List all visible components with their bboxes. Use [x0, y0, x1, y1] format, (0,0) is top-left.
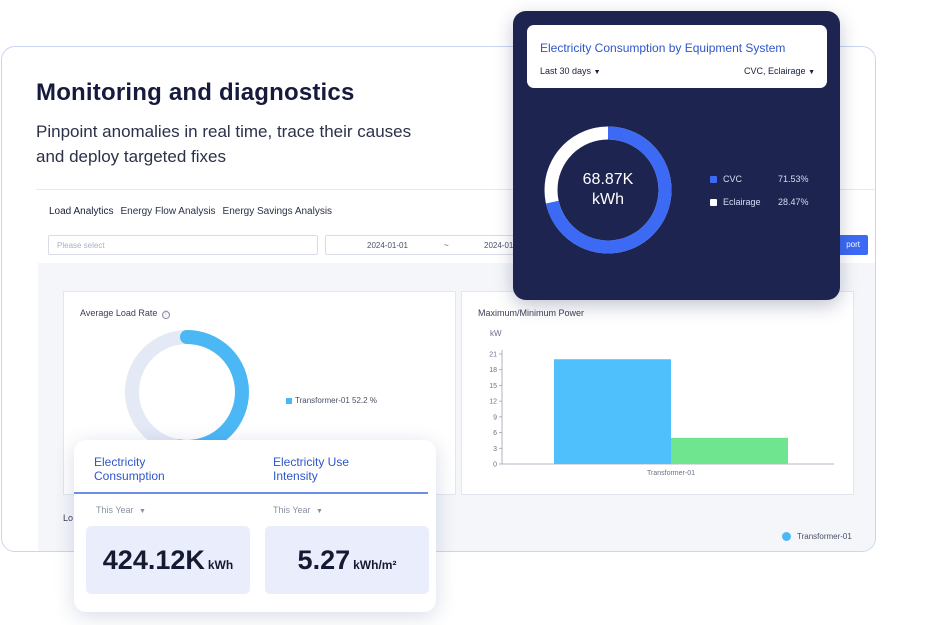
intensity-unit: kWh/m²: [353, 558, 397, 572]
intensity-number: 5.27: [297, 545, 351, 575]
consumption-value: 424.12K kWh: [86, 545, 250, 576]
max-min-power-title: Maximum/Minimum Power: [478, 308, 585, 318]
date-range-picker[interactable]: 2024-01-01 ~ 2024-01: [325, 235, 525, 255]
y-tick-label: 9: [493, 414, 497, 421]
tab-energy-savings-analysis[interactable]: Energy Savings Analysis: [222, 206, 333, 217]
donut-total: 68.87K kWh: [543, 170, 673, 210]
system-dropdown-value: CVC, Eclairage: [744, 66, 806, 76]
legend-swatch: [286, 397, 292, 404]
legend-label-cvc: CVC: [723, 174, 743, 184]
x-tick-label: Transformer-01: [647, 470, 695, 477]
equipment-donut: [544, 126, 672, 254]
legend-swatch-eclairage: [710, 198, 717, 206]
consumption-title-line2: Consumption: [94, 469, 165, 483]
average-load-title-text: Average Load Rate: [80, 308, 158, 318]
y-tick-label: 0: [493, 462, 497, 469]
consumption-unit: kWh: [207, 558, 234, 572]
consumption-number: 424.12K: [102, 545, 205, 575]
legend-item-cvc: CVC 71.53%: [710, 174, 809, 184]
date-end: 2024-01: [484, 241, 514, 250]
legend-label-eclairage: Eclairage: [723, 197, 761, 207]
system-dropdown[interactable]: CVC, Eclairage ▼: [744, 66, 815, 76]
tab-load-analytics[interactable]: Load Analytics: [49, 206, 114, 217]
consumption-period-value: This Year: [96, 505, 134, 515]
equipment-card-title: Electricity Consumption by Equipment Sys…: [540, 41, 786, 55]
y-tick-label: 6: [493, 430, 497, 437]
y-tick-label: 21: [489, 352, 497, 359]
average-load-legend-text: Transformer-01 52.2 %: [295, 396, 377, 405]
bar-series-2: [671, 437, 788, 464]
legend-percent-eclairage: 28.47%: [778, 197, 809, 207]
lower-panel-title: Lo: [63, 513, 74, 523]
bar-series-1: [554, 359, 671, 464]
equipment-card-header: Electricity Consumption by Equipment Sys…: [527, 25, 827, 88]
y-tick-label: 18: [489, 367, 497, 374]
y-tick-label: 12: [489, 399, 497, 406]
legend-percent-cvc: 71.53%: [778, 174, 809, 184]
intensity-title: Electricity Use Intensity: [273, 455, 349, 483]
y-axis-unit: kW: [490, 329, 502, 338]
caret-down-icon: ▼: [316, 508, 323, 515]
legend-swatch-cvc: [710, 175, 717, 183]
intensity-period-dropdown[interactable]: This Year ▼: [273, 505, 323, 515]
page-title: Monitoring and diagnostics: [36, 79, 355, 106]
divider: [36, 189, 875, 190]
donut-cvc: [544, 126, 672, 254]
date-separator: ~: [444, 241, 449, 250]
intensity-period-value: This Year: [273, 505, 311, 515]
y-tick-label: 3: [493, 446, 497, 453]
info-icon[interactable]: ⓘ: [161, 311, 170, 319]
tab-energy-flow-analysis[interactable]: Energy Flow Analysis: [120, 206, 216, 217]
consumption-title-line1: Electricity: [94, 455, 146, 469]
caret-down-icon: ▼: [593, 69, 601, 76]
intensity-title-line1: Electricity Use: [273, 455, 350, 469]
donut-total-value: 68.87K: [582, 171, 634, 188]
kpi-card: Electricity Consumption Electricity Use …: [74, 440, 436, 612]
intensity-tile: 5.27 kWh/m²: [265, 526, 429, 594]
average-load-legend: Transformer-01 52.2 %: [286, 396, 377, 405]
legend-dot: [782, 532, 791, 541]
intensity-title-line2: Intensity: [273, 469, 318, 483]
consumption-period-dropdown[interactable]: This Year ▼: [96, 505, 146, 515]
intensity-value: 5.27 kWh/m²: [265, 545, 429, 576]
max-min-power-chart: kW 0 3 6 9 12 15 18 21 Transformer-01: [489, 329, 834, 477]
bottom-legend-text: Transformer-01: [797, 532, 852, 541]
date-start: 2024-01-01: [367, 241, 408, 250]
equipment-select[interactable]: Please select: [48, 235, 318, 255]
max-min-power-panel: Maximum/Minimum Power kW 0 3 6 9 12 15 18 21 Tran…: [461, 291, 854, 495]
consumption-tile: 424.12K kWh: [86, 526, 250, 594]
bottom-legend: Transformer-01: [782, 532, 852, 541]
period-dropdown-value: Last 30 days: [540, 66, 592, 76]
average-load-title: Average Load Rate ⓘ: [80, 308, 170, 319]
kpi-divider: [74, 492, 428, 494]
page-subtitle: Pinpoint anomalies in real time, trace t…: [36, 122, 412, 166]
caret-down-icon: ▼: [808, 69, 815, 76]
equipment-consumption-card: Electricity Consumption by Equipment Sys…: [513, 11, 840, 300]
analysis-tabs: Load Analytics Energy Flow Analysis Ener…: [49, 206, 332, 221]
legend-item-eclairage: Eclairage 28.47%: [710, 197, 809, 207]
y-tick-label: 15: [489, 383, 497, 390]
caret-down-icon: ▼: [139, 508, 146, 515]
consumption-title: Electricity Consumption: [94, 455, 165, 483]
donut-total-unit: kWh: [592, 191, 624, 208]
period-dropdown[interactable]: Last 30 days ▼: [540, 66, 601, 76]
